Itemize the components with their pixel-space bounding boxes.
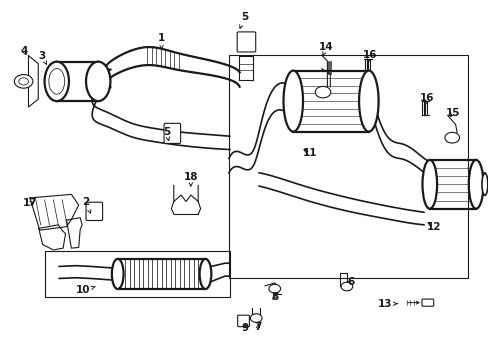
Text: 9: 9: [242, 323, 248, 333]
FancyBboxPatch shape: [421, 299, 433, 306]
FancyBboxPatch shape: [86, 202, 102, 221]
Text: 10: 10: [75, 285, 95, 296]
Circle shape: [14, 75, 33, 88]
Text: 4: 4: [20, 46, 28, 56]
FancyBboxPatch shape: [163, 123, 180, 143]
Ellipse shape: [481, 173, 487, 195]
Text: 7: 7: [254, 322, 261, 332]
Text: 6: 6: [346, 277, 354, 287]
Polygon shape: [66, 218, 82, 248]
Bar: [228, 55, 467, 278]
Text: 1: 1: [158, 33, 165, 49]
Ellipse shape: [112, 259, 123, 289]
FancyBboxPatch shape: [237, 32, 255, 52]
Ellipse shape: [283, 71, 303, 132]
Polygon shape: [30, 194, 79, 230]
Text: 17: 17: [22, 198, 37, 208]
Text: 11: 11: [303, 148, 317, 158]
Ellipse shape: [86, 62, 110, 101]
Circle shape: [268, 284, 280, 293]
Text: 16: 16: [362, 50, 377, 63]
Circle shape: [315, 86, 330, 98]
Ellipse shape: [44, 62, 69, 101]
Text: 12: 12: [426, 222, 440, 231]
Polygon shape: [39, 225, 65, 250]
Circle shape: [340, 282, 352, 291]
Text: 2: 2: [82, 197, 91, 213]
Ellipse shape: [468, 160, 483, 209]
Ellipse shape: [358, 71, 378, 132]
Text: 8: 8: [270, 292, 278, 302]
Polygon shape: [173, 185, 198, 202]
Text: 15: 15: [445, 108, 460, 118]
Text: 5: 5: [163, 127, 170, 140]
Text: 16: 16: [419, 93, 434, 105]
FancyBboxPatch shape: [237, 315, 249, 327]
Text: 3: 3: [39, 51, 46, 64]
Circle shape: [444, 132, 459, 143]
Circle shape: [250, 314, 262, 322]
Ellipse shape: [199, 259, 211, 289]
Text: 5: 5: [239, 12, 247, 28]
Text: 18: 18: [183, 172, 198, 186]
Bar: [44, 251, 229, 297]
Text: 13: 13: [377, 299, 397, 309]
Text: 14: 14: [319, 42, 333, 55]
Ellipse shape: [422, 160, 436, 209]
